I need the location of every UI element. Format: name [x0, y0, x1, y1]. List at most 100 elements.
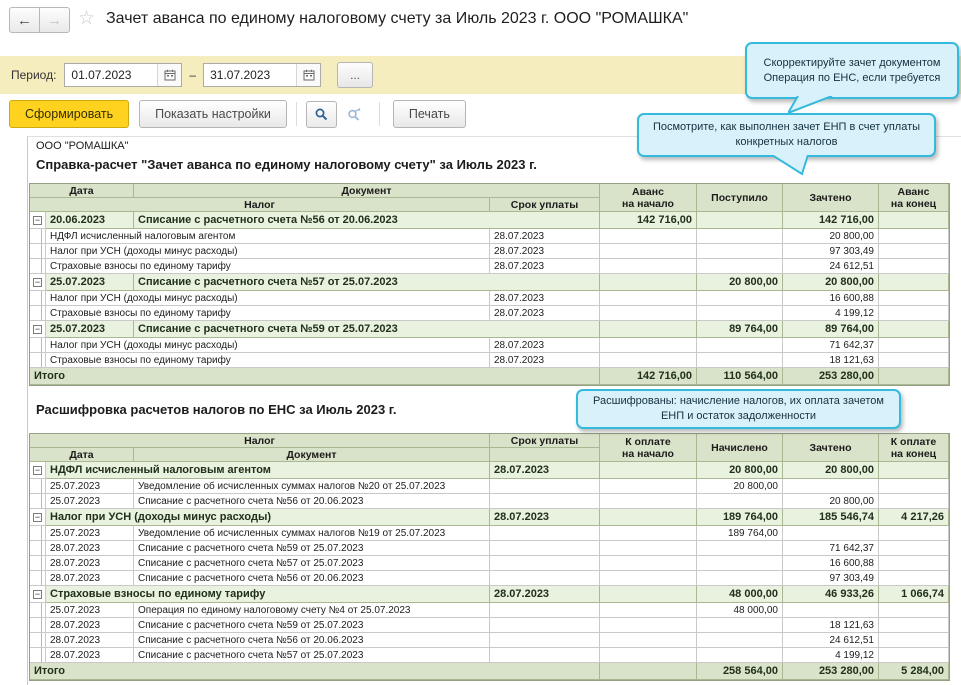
tree-cell: [30, 571, 46, 586]
cell-offset: 71 642,37: [783, 338, 879, 353]
search-button[interactable]: [305, 100, 337, 128]
cell-offset: 24 612,51: [783, 259, 879, 274]
cell-advance-end: [879, 229, 949, 244]
cell-date: 25.07.2023: [46, 494, 134, 509]
tree-cell: [30, 244, 46, 259]
cell-due-date: [490, 556, 600, 571]
cell-due-date: 28.07.2023: [490, 259, 600, 274]
cell-advance-start: [600, 259, 697, 274]
expander-icon[interactable]: −: [33, 214, 42, 225]
cell-payable-end: [879, 603, 949, 618]
cell-due-date: [490, 541, 600, 556]
expander-icon[interactable]: −: [33, 276, 42, 287]
expander-cell: −: [30, 274, 46, 291]
tooltip-look-tail: [772, 155, 809, 176]
cell-due-date: [490, 571, 600, 586]
cell-accrued: [697, 648, 783, 663]
cell-offset: 46 933,26: [783, 586, 879, 603]
search-next-button[interactable]: [339, 101, 370, 128]
forward-button[interactable]: →: [39, 7, 70, 33]
cell-due-date: 28.07.2023: [490, 229, 600, 244]
expander-icon[interactable]: −: [33, 588, 42, 599]
cell-offset: 20 800,00: [783, 494, 879, 509]
cell-payable-start: [600, 494, 697, 509]
cell-offset: [783, 526, 879, 541]
cell-offset: 142 716,00: [783, 212, 879, 229]
period-from-box: [64, 63, 183, 87]
expander-icon[interactable]: −: [33, 511, 42, 522]
expander-cell: −: [30, 509, 46, 526]
table-header: Дата Документ Налог Срок уплаты Аванс на нач…: [30, 184, 949, 212]
cell-advance-end: [879, 244, 949, 259]
expander-icon[interactable]: −: [33, 464, 42, 475]
tree-cell: [30, 229, 46, 244]
cell-document: Списание с расчетного счета №57 от 25.07…: [134, 648, 490, 663]
tree-guide-line: [40, 479, 42, 493]
table-row-detail: 28.07.2023 Списание с расчетного счета №5…: [30, 633, 949, 648]
print-button[interactable]: Печать: [392, 100, 466, 128]
table-header-left: Дата Документ Налог Срок уплаты: [30, 184, 600, 212]
cell-advance-start: [600, 274, 697, 291]
cell-payable-start: [600, 479, 697, 494]
cell-document: Списание с расчетного счета №56 от 20.06…: [134, 571, 490, 586]
table-row-detail: 25.07.2023 Уведомление об исчисленных сум…: [30, 479, 949, 494]
column-header: Налог: [30, 434, 490, 448]
cell-due-date: 28.07.2023: [490, 338, 600, 353]
cell-advance-start: [600, 338, 697, 353]
back-button[interactable]: ←: [9, 7, 40, 33]
cell-received: [697, 291, 783, 306]
generate-button[interactable]: Сформировать: [9, 100, 130, 128]
column-header-payable-end: К оплате на конец: [879, 434, 949, 462]
tree-guide-line: [40, 603, 42, 617]
table-header: Налог Срок уплаты Дата Документ К оплате на …: [30, 434, 949, 462]
cell-payable-end: [879, 494, 949, 509]
cell-date: 25.07.2023: [46, 479, 134, 494]
cell-advance-end: [879, 291, 949, 306]
tree-cell: [30, 494, 46, 509]
table-row-detail: 25.07.2023 Списание с расчетного счета №5…: [30, 494, 949, 509]
column-header: Налог: [30, 198, 490, 212]
column-header: [490, 448, 600, 462]
period-to-box: [203, 63, 322, 87]
expander-icon[interactable]: −: [33, 323, 42, 334]
report-title-main: Справка-расчет "Зачет аванса по единому …: [36, 157, 537, 172]
cell-received: [697, 229, 783, 244]
table-header-left: Налог Срок уплаты Дата Документ: [30, 434, 600, 462]
cell-tax: НДФЛ исчисленный налоговым агентом: [46, 229, 490, 244]
table-row-detail: 28.07.2023 Списание с расчетного счета №5…: [30, 648, 949, 663]
period-to-input[interactable]: [204, 68, 297, 82]
table-row-detail: Страховые взносы по единому тарифу 28.07.…: [30, 353, 949, 368]
cell-tax: НДФЛ исчисленный налоговым агентом: [46, 462, 490, 479]
tree-cell: [30, 306, 46, 321]
table-row-group: − Налог при УСН (доходы минус расходы) 28.…: [30, 509, 949, 526]
calendar-button-from[interactable]: [157, 64, 182, 86]
back-arrow-icon: ←: [17, 11, 32, 29]
favorite-star-icon[interactable]: ☆: [78, 8, 96, 29]
table-row-group: − НДФЛ исчисленный налоговым агентом 28.07…: [30, 462, 949, 479]
cell-accrued: 189 764,00: [697, 526, 783, 541]
calendar-button-to[interactable]: [296, 64, 321, 86]
expander-cell: −: [30, 321, 46, 338]
cell-payable-start: [600, 603, 697, 618]
cell-due-date: 28.07.2023: [490, 244, 600, 259]
cell-advance-start: [600, 321, 697, 338]
cell-payable-start: [600, 586, 697, 603]
period-more-button[interactable]: ...: [337, 62, 374, 88]
tooltip-decoded-text: Расшифрованы: начисление налогов, их опл…: [593, 395, 884, 422]
column-header-offset: Зачтено: [783, 434, 879, 462]
cell-due-date: [490, 526, 600, 541]
cell-document: Списание с расчетного счета №59 от 25.07…: [134, 618, 490, 633]
table-row-detail: Налог при УСН (доходы минус расходы) 28.0…: [30, 291, 949, 306]
column-header-received: Поступило: [697, 184, 783, 212]
cell-tax: Налог при УСН (доходы минус расходы): [46, 338, 490, 353]
period-from-input[interactable]: [65, 68, 158, 82]
cell-date: 28.07.2023: [46, 633, 134, 648]
show-settings-button[interactable]: Показать настройки: [139, 100, 287, 128]
tree-guide-line: [40, 648, 42, 662]
cell-tax: Страховые взносы по единому тарифу: [46, 586, 490, 603]
cell-due-date: 28.07.2023: [490, 291, 600, 306]
expander-cell: −: [30, 462, 46, 479]
cell-advance-end: [879, 353, 949, 368]
table-row-detail: 25.07.2023 Операция по единому налоговому…: [30, 603, 949, 618]
cell-tax: Страховые взносы по единому тарифу: [46, 306, 490, 321]
